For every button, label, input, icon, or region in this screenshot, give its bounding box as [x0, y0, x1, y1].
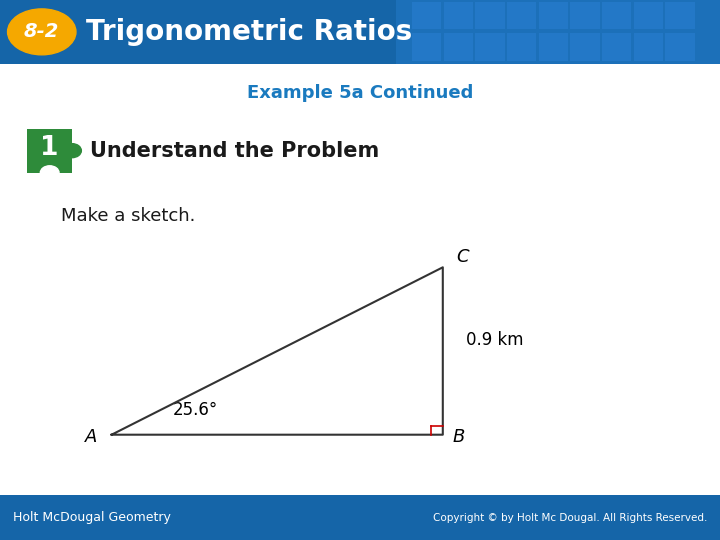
FancyBboxPatch shape — [602, 33, 631, 61]
FancyBboxPatch shape — [570, 33, 600, 61]
Text: C: C — [456, 247, 469, 266]
FancyBboxPatch shape — [602, 2, 631, 29]
FancyBboxPatch shape — [634, 33, 663, 61]
FancyBboxPatch shape — [444, 33, 473, 61]
Text: 1: 1 — [40, 135, 59, 161]
FancyBboxPatch shape — [0, 495, 720, 540]
Text: Example 5a Continued: Example 5a Continued — [247, 84, 473, 103]
FancyBboxPatch shape — [507, 33, 536, 61]
Ellipse shape — [8, 9, 76, 55]
FancyBboxPatch shape — [665, 2, 695, 29]
FancyBboxPatch shape — [0, 64, 720, 495]
FancyBboxPatch shape — [412, 33, 441, 61]
FancyBboxPatch shape — [507, 2, 536, 29]
FancyBboxPatch shape — [396, 0, 720, 64]
FancyBboxPatch shape — [475, 2, 505, 29]
FancyBboxPatch shape — [444, 2, 473, 29]
FancyBboxPatch shape — [412, 2, 441, 29]
Text: 25.6°: 25.6° — [173, 401, 218, 420]
FancyBboxPatch shape — [27, 129, 72, 173]
Circle shape — [63, 144, 81, 158]
FancyBboxPatch shape — [634, 2, 663, 29]
FancyBboxPatch shape — [539, 33, 568, 61]
FancyBboxPatch shape — [539, 2, 568, 29]
FancyBboxPatch shape — [570, 2, 600, 29]
FancyBboxPatch shape — [665, 33, 695, 61]
FancyBboxPatch shape — [475, 33, 505, 61]
Text: A: A — [85, 428, 98, 447]
Text: Holt McDougal Geometry: Holt McDougal Geometry — [13, 511, 171, 524]
Text: B: B — [452, 428, 465, 447]
Circle shape — [40, 166, 59, 180]
Text: Copyright © by Holt Mc Dougal. All Rights Reserved.: Copyright © by Holt Mc Dougal. All Right… — [433, 512, 707, 523]
Text: Trigonometric Ratios: Trigonometric Ratios — [86, 18, 413, 46]
FancyBboxPatch shape — [0, 0, 720, 64]
Text: 8-2: 8-2 — [24, 22, 60, 42]
Text: Make a sketch.: Make a sketch. — [61, 207, 196, 225]
Text: Understand the Problem: Understand the Problem — [90, 140, 379, 161]
Text: 0.9 km: 0.9 km — [466, 331, 523, 349]
